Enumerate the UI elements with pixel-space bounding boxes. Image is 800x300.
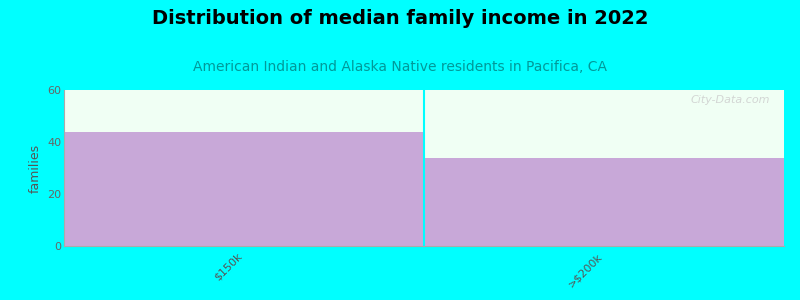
Bar — [64, 132, 424, 246]
Y-axis label: families: families — [29, 143, 42, 193]
Bar — [424, 158, 784, 246]
Text: City-Data.com: City-Data.com — [690, 95, 770, 105]
Text: American Indian and Alaska Native residents in Pacifica, CA: American Indian and Alaska Native reside… — [193, 60, 607, 74]
Text: Distribution of median family income in 2022: Distribution of median family income in … — [152, 9, 648, 28]
